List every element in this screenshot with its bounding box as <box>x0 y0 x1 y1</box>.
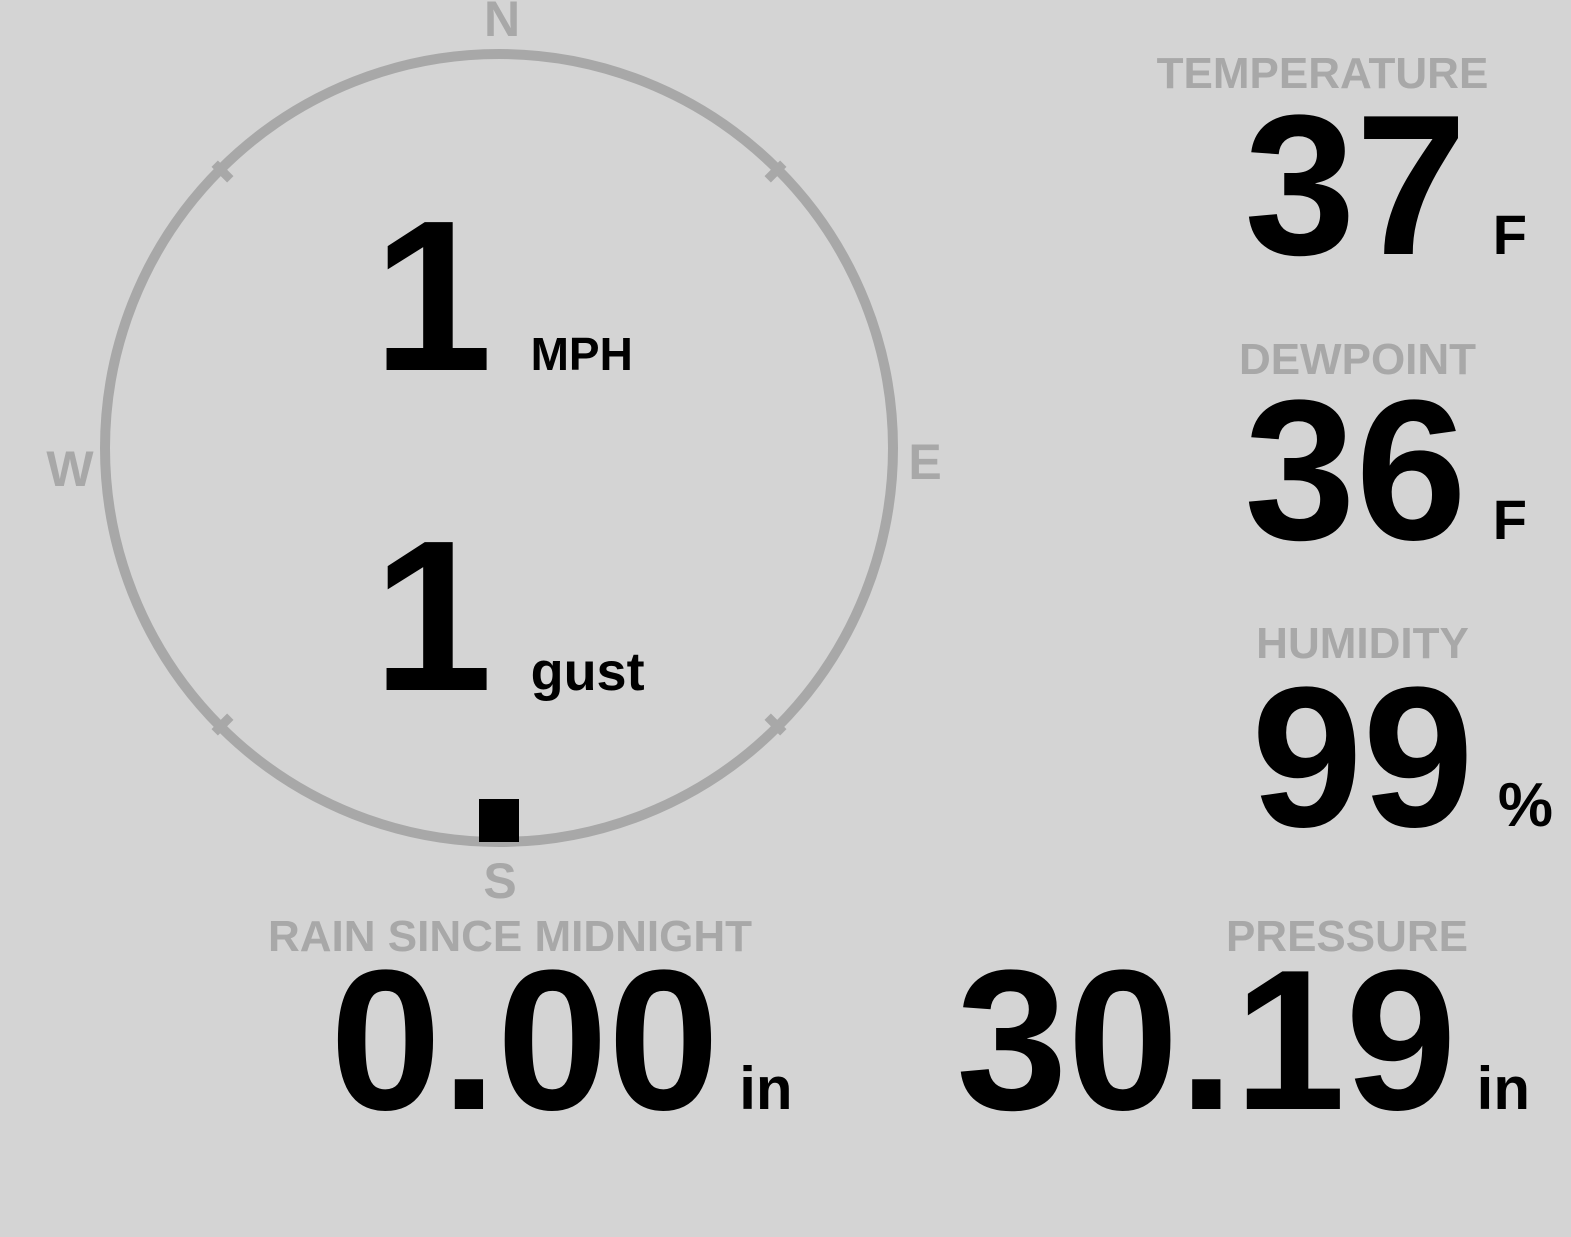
rain-value: 0.00 <box>330 929 720 1152</box>
compass-label-north: N <box>483 0 521 47</box>
pressure-readout: 30.19 in <box>956 941 1530 1141</box>
dewpoint-value: 36 <box>1244 359 1467 582</box>
humidity-label: HUMIDITY <box>1256 619 1469 668</box>
dewpoint-readout: 36 F <box>1244 371 1527 571</box>
rain-label: RAIN SINCE MIDNIGHT <box>268 912 752 961</box>
temperature-value: 37 <box>1244 74 1467 297</box>
compass-label-south: S <box>483 853 517 909</box>
wind-gust-unit: gust <box>530 642 645 702</box>
temperature-readout: 37 F <box>1244 86 1527 286</box>
compass-label-west: W <box>46 441 94 497</box>
temperature-unit: F <box>1492 203 1527 266</box>
temperature-label: TEMPERATURE <box>1156 49 1489 98</box>
pressure-unit: in <box>1476 1055 1530 1122</box>
dewpoint-label: DEWPOINT <box>1238 335 1477 384</box>
wind-speed-value: 1 <box>373 175 493 416</box>
rain-readout: 0.00 in <box>330 941 793 1141</box>
rain-unit: in <box>739 1055 793 1122</box>
compass-label-east: E <box>908 434 942 490</box>
tick-northeast <box>764 160 787 183</box>
humidity-unit: % <box>1497 771 1553 840</box>
pressure-label: PRESSURE <box>1225 912 1469 961</box>
wind-gust-value: 1 <box>373 495 493 736</box>
wind-direction-marker-square <box>479 799 519 842</box>
wind-speed-unit: MPH <box>530 328 633 380</box>
tick-northwest <box>211 160 234 183</box>
tick-southeast <box>764 713 787 736</box>
pressure-value: 30.19 <box>956 929 1457 1152</box>
compass-ticks <box>211 160 787 736</box>
humidity-readout: 99 % <box>1251 658 1553 858</box>
tick-southwest <box>211 713 234 736</box>
compass-svg <box>100 49 898 847</box>
wind-direction-marker <box>479 799 519 842</box>
dewpoint-unit: F <box>1492 488 1527 551</box>
wind-gust-readout: 1 gust <box>373 508 645 723</box>
wind-speed-readout: 1 MPH <box>373 188 633 403</box>
humidity-value: 99 <box>1251 646 1474 869</box>
